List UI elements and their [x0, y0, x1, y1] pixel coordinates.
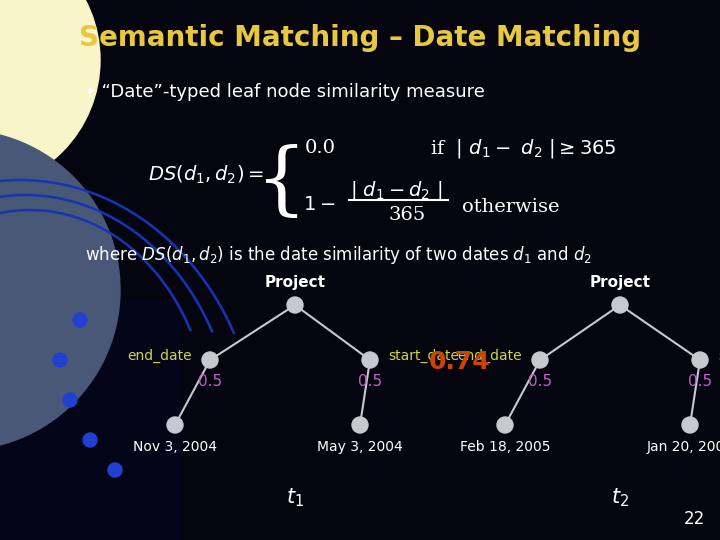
Circle shape: [108, 463, 122, 477]
Text: 0.74: 0.74: [429, 350, 491, 374]
Text: $t_1$: $t_1$: [286, 487, 304, 509]
Text: 22: 22: [684, 510, 705, 528]
Text: if  $|\ d_1 - \ d_2\ | \geq 365$: if $|\ d_1 - \ d_2\ | \geq 365$: [430, 137, 616, 159]
Text: $DS(d_1, d_2) =$: $DS(d_1, d_2) =$: [148, 164, 264, 186]
Text: $t_2$: $t_2$: [611, 487, 629, 509]
Text: where $DS(d_1, d_2)$ is the date similarity of two dates $d_1$ and $d_2$: where $DS(d_1, d_2)$ is the date similar…: [85, 244, 592, 266]
Text: 0.5: 0.5: [688, 375, 712, 389]
Circle shape: [612, 297, 628, 313]
Circle shape: [167, 417, 183, 433]
Text: end_date: end_date: [127, 349, 192, 363]
Text: {: {: [256, 144, 307, 222]
Text: Jan 20, 2004: Jan 20, 2004: [647, 440, 720, 454]
Circle shape: [682, 417, 698, 433]
Text: Project: Project: [264, 275, 325, 291]
Text: Semantic Matching – Date Matching: Semantic Matching – Date Matching: [79, 24, 641, 52]
Text: May 3, 2004: May 3, 2004: [317, 440, 403, 454]
Text: $1 -$: $1 -$: [303, 196, 336, 214]
Text: Feb 18, 2005: Feb 18, 2005: [460, 440, 550, 454]
Circle shape: [63, 393, 77, 407]
Bar: [0, 300, 180, 540]
Text: otherwise: otherwise: [462, 198, 559, 216]
Text: $|\ d_1 - d_2\ |$: $|\ d_1 - d_2\ |$: [350, 179, 443, 201]
Circle shape: [287, 297, 303, 313]
Text: • “Date”-typed leaf node similarity measure: • “Date”-typed leaf node similarity meas…: [85, 83, 485, 101]
Text: Project: Project: [590, 275, 650, 291]
Text: Nov 3, 2004: Nov 3, 2004: [133, 440, 217, 454]
Circle shape: [202, 352, 218, 368]
Circle shape: [352, 417, 368, 433]
Circle shape: [692, 352, 708, 368]
Circle shape: [83, 433, 97, 447]
Text: end_date: end_date: [457, 349, 522, 363]
Circle shape: [362, 352, 378, 368]
Circle shape: [0, 130, 120, 450]
Text: 0.5: 0.5: [528, 375, 552, 389]
Text: start_date: start_date: [718, 349, 720, 363]
Text: 0.5: 0.5: [358, 375, 382, 389]
Text: 365: 365: [388, 206, 426, 224]
Circle shape: [53, 353, 67, 367]
Circle shape: [497, 417, 513, 433]
Text: start_date: start_date: [388, 349, 459, 363]
Circle shape: [73, 313, 87, 327]
Circle shape: [0, 0, 100, 190]
Text: 0.5: 0.5: [198, 375, 222, 389]
Text: 0.0: 0.0: [305, 139, 336, 157]
Circle shape: [532, 352, 548, 368]
